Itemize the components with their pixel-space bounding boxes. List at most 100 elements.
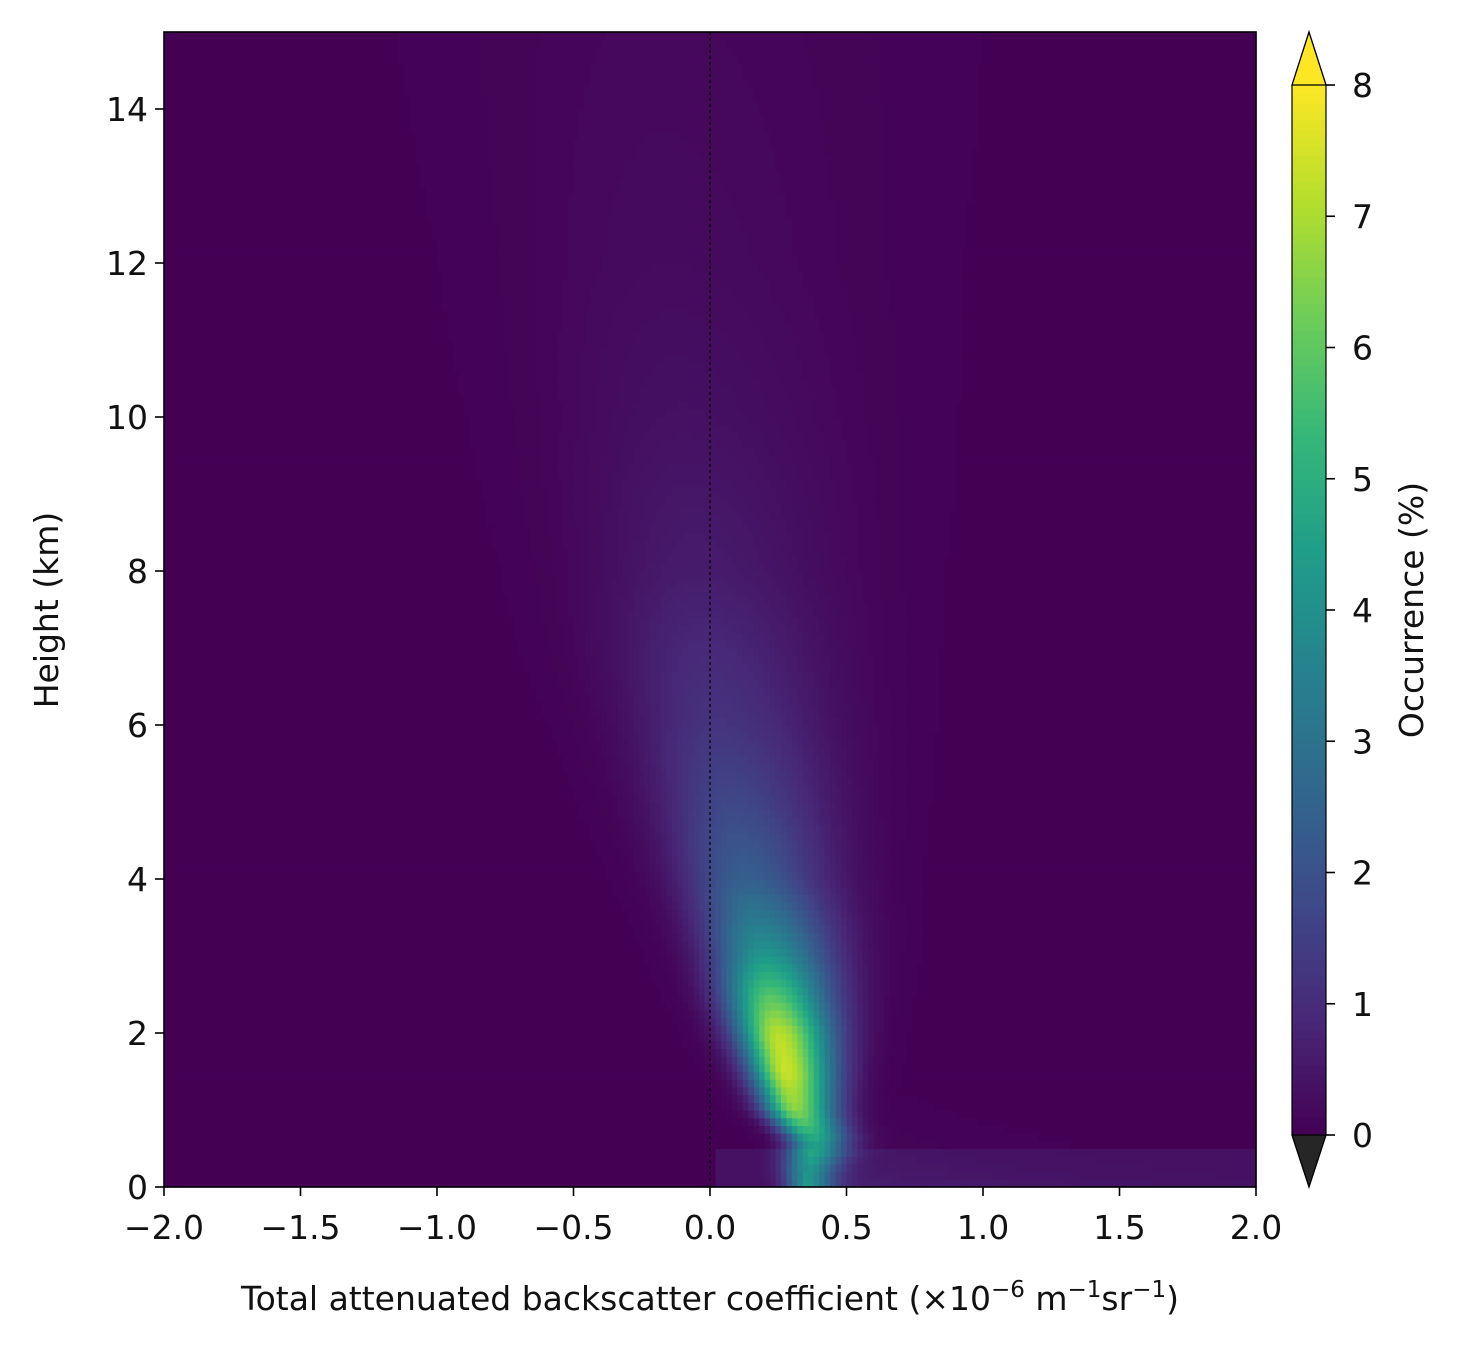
heatmap-cell (890, 871, 902, 880)
heatmap-cell (513, 432, 542, 441)
heatmap-cell (786, 386, 809, 395)
heatmap-cell (164, 632, 515, 641)
heatmap-cell (759, 771, 766, 780)
heatmap-cell (742, 494, 760, 503)
heatmap-cell (791, 732, 798, 741)
heatmap-cell (649, 902, 656, 911)
heatmap-cell (639, 578, 646, 587)
heatmap-cell (573, 501, 591, 510)
heatmap-cell (677, 956, 684, 965)
heatmap-cell (791, 1056, 798, 1065)
heatmap-cell (830, 1040, 837, 1049)
colorbar-step (1292, 163, 1326, 174)
heatmap-cell (611, 802, 618, 811)
heatmap-cell (710, 594, 733, 603)
heatmap-cell (644, 817, 651, 826)
heatmap-cell (720, 802, 749, 811)
heatmap-cell (830, 601, 842, 611)
heatmap-cell (862, 1094, 869, 1103)
heatmap-cell (857, 1156, 864, 1165)
heatmap-cell (737, 401, 766, 410)
heatmap-cell (841, 979, 848, 988)
colorbar-step (1292, 207, 1326, 217)
heatmap-cell (737, 609, 749, 618)
heatmap-cell (955, 455, 1257, 464)
heatmap-cell (562, 648, 575, 657)
heatmap-cell (497, 555, 536, 564)
heatmap-cell (617, 378, 646, 387)
heatmap-cell (851, 324, 897, 333)
heatmap-cell (655, 763, 662, 772)
heatmap-cell (895, 1048, 908, 1057)
heatmap-cell (797, 1102, 804, 1111)
heatmap-cell (164, 671, 531, 680)
heatmap-cell (715, 324, 760, 333)
heatmap-cell (677, 732, 684, 741)
heatmap-cell (868, 994, 875, 1003)
heatmap-cell (906, 825, 929, 834)
heatmap-cell (819, 655, 831, 664)
heatmap-cell (737, 717, 749, 726)
heatmap-cell (671, 848, 678, 857)
heatmap-cell (824, 1179, 831, 1188)
heatmap-cell (764, 1056, 771, 1065)
heatmap-cell (868, 1102, 875, 1111)
heatmap-cell (786, 1179, 793, 1188)
heatmap-cell (644, 378, 722, 387)
heatmap-cell (895, 386, 962, 395)
heatmap-cell (846, 825, 853, 834)
heatmap-cell (649, 963, 662, 972)
heatmap-cell (557, 601, 569, 611)
heatmap-cell (742, 694, 755, 703)
heatmap-cell (775, 1140, 782, 1150)
heatmap-cell (753, 863, 760, 872)
heatmap-cell (830, 193, 886, 202)
heatmap-cell (830, 1086, 837, 1096)
heatmap-cell (606, 755, 613, 765)
heatmap-cell (868, 1033, 875, 1042)
colorbar-step (1292, 828, 1326, 839)
heatmap-cell (164, 832, 591, 842)
heatmap-cell (775, 917, 782, 926)
heatmap-cell (737, 771, 749, 780)
heatmap-cell (830, 971, 837, 980)
heatmap-cell (808, 909, 815, 919)
heatmap-cell (846, 940, 853, 949)
heatmap-cell (895, 355, 962, 364)
heatmap-cell (726, 1033, 733, 1042)
heatmap-cell (164, 1040, 684, 1049)
heatmap-cell (808, 501, 826, 510)
heatmap-cell (639, 755, 646, 765)
heatmap-cell (873, 840, 886, 849)
heatmap-cell (731, 948, 738, 957)
heatmap-cell (693, 940, 700, 949)
heatmap-cell (726, 863, 733, 872)
heatmap-cell (791, 648, 798, 657)
heatmap-cell (578, 547, 591, 557)
heatmap-cell (813, 1125, 820, 1134)
heatmap-cell (846, 686, 859, 695)
heatmap-cell (660, 940, 667, 949)
heatmap-cell (824, 732, 831, 741)
heatmap-cell (819, 594, 831, 603)
heatmap-cell (873, 494, 902, 503)
heatmap-cell (813, 1071, 820, 1080)
heatmap-cell (879, 1017, 886, 1026)
heatmap-cell (819, 855, 826, 865)
heatmap-cell (671, 709, 678, 718)
heatmap-cell (759, 748, 766, 757)
heatmap-cell (666, 925, 673, 934)
heatmap-cell (682, 971, 689, 980)
heatmap-cell (737, 763, 744, 772)
heatmap-cell (901, 478, 957, 487)
heatmap-cell (742, 1094, 749, 1103)
heatmap-cell (841, 424, 869, 433)
heatmap-cell (786, 1102, 793, 1111)
heatmap-cell (682, 609, 727, 618)
heatmap-cell (780, 902, 788, 911)
heatmap-cell (606, 786, 613, 795)
heatmap-cell (453, 347, 504, 356)
heatmap-cell (655, 671, 662, 680)
heatmap-cell (164, 1125, 744, 1134)
heatmap-cell (748, 632, 760, 641)
